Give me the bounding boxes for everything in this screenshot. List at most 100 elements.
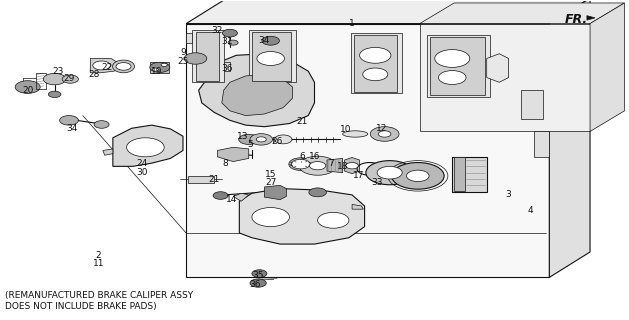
Polygon shape: [218, 147, 248, 162]
Polygon shape: [252, 32, 291, 81]
Text: 23: 23: [52, 67, 64, 76]
Text: 1: 1: [349, 19, 355, 28]
Text: 36: 36: [221, 63, 233, 73]
Polygon shape: [91, 59, 121, 73]
Text: 25: 25: [177, 57, 189, 66]
Text: 2: 2: [96, 251, 101, 260]
Polygon shape: [533, 132, 549, 157]
Text: 7: 7: [328, 159, 334, 168]
Text: 10: 10: [340, 125, 352, 134]
Text: 18: 18: [337, 162, 348, 171]
Text: 3: 3: [506, 190, 511, 199]
Text: 29: 29: [64, 74, 75, 83]
Circle shape: [213, 192, 228, 199]
Text: 19: 19: [151, 67, 162, 76]
Text: 30: 30: [136, 168, 148, 177]
Ellipse shape: [289, 158, 313, 171]
Circle shape: [318, 212, 349, 228]
Circle shape: [15, 81, 40, 93]
Polygon shape: [327, 158, 343, 173]
Ellipse shape: [113, 60, 135, 73]
Circle shape: [152, 68, 159, 71]
Circle shape: [93, 61, 110, 70]
Polygon shape: [233, 193, 248, 201]
Text: 34: 34: [66, 124, 77, 133]
Polygon shape: [186, 33, 192, 43]
Polygon shape: [222, 74, 292, 116]
Circle shape: [252, 208, 289, 227]
Text: 14: 14: [226, 195, 238, 204]
Polygon shape: [352, 204, 364, 209]
Polygon shape: [186, 0, 590, 24]
Circle shape: [150, 62, 170, 72]
Circle shape: [256, 137, 266, 142]
Circle shape: [184, 53, 207, 64]
Text: 21: 21: [296, 117, 308, 126]
Circle shape: [346, 163, 359, 169]
Circle shape: [379, 131, 391, 137]
Ellipse shape: [343, 131, 368, 137]
Text: 33: 33: [371, 178, 383, 187]
Polygon shape: [351, 33, 402, 93]
Polygon shape: [248, 30, 296, 82]
Circle shape: [366, 161, 413, 185]
Polygon shape: [420, 3, 625, 24]
Polygon shape: [549, 0, 590, 277]
Polygon shape: [590, 3, 625, 132]
Text: 12: 12: [376, 124, 387, 133]
Text: 21: 21: [209, 174, 220, 184]
Text: 26: 26: [271, 137, 282, 146]
Polygon shape: [452, 157, 487, 192]
Text: 24: 24: [136, 159, 148, 168]
Circle shape: [406, 170, 429, 181]
Text: DOES NOT INCLUDE BRAKE PADS): DOES NOT INCLUDE BRAKE PADS): [4, 302, 156, 311]
Circle shape: [391, 163, 444, 189]
Circle shape: [116, 63, 131, 70]
Circle shape: [291, 159, 310, 169]
Polygon shape: [113, 125, 183, 166]
Text: 17: 17: [353, 172, 364, 180]
Circle shape: [377, 166, 402, 179]
Text: 22: 22: [101, 62, 112, 72]
Circle shape: [126, 138, 164, 157]
Circle shape: [60, 116, 79, 125]
Circle shape: [48, 91, 61, 98]
Circle shape: [62, 75, 79, 83]
Polygon shape: [150, 62, 169, 73]
Circle shape: [250, 279, 266, 287]
Polygon shape: [420, 24, 590, 132]
Polygon shape: [345, 157, 360, 174]
Text: 15: 15: [265, 170, 276, 179]
Text: 32: 32: [212, 26, 223, 35]
Circle shape: [435, 50, 470, 68]
Circle shape: [228, 40, 238, 45]
Circle shape: [257, 52, 284, 66]
Text: 16: 16: [309, 152, 320, 161]
Text: 20: 20: [22, 86, 33, 95]
Circle shape: [360, 47, 391, 63]
Circle shape: [239, 134, 259, 144]
Circle shape: [438, 70, 466, 84]
Text: 5: 5: [248, 140, 253, 149]
Text: 28: 28: [89, 70, 100, 79]
Text: 6: 6: [299, 152, 305, 161]
Polygon shape: [487, 54, 509, 82]
Circle shape: [94, 121, 109, 128]
Text: 34: 34: [259, 36, 270, 45]
Text: 11: 11: [92, 259, 104, 268]
Text: 9: 9: [180, 48, 186, 57]
Polygon shape: [430, 37, 485, 95]
Circle shape: [363, 68, 387, 81]
Circle shape: [309, 188, 326, 197]
Text: (REMANUFACTURED BRAKE CALIPER ASSY: (REMANUFACTURED BRAKE CALIPER ASSY: [4, 291, 192, 300]
Text: 31: 31: [221, 36, 233, 45]
Text: 8: 8: [223, 159, 228, 168]
Text: 36: 36: [249, 280, 261, 289]
Circle shape: [274, 135, 292, 144]
Circle shape: [299, 156, 337, 175]
Circle shape: [309, 162, 326, 170]
Polygon shape: [264, 185, 286, 200]
Text: 4: 4: [528, 206, 533, 215]
Polygon shape: [454, 157, 465, 191]
Polygon shape: [427, 35, 490, 97]
